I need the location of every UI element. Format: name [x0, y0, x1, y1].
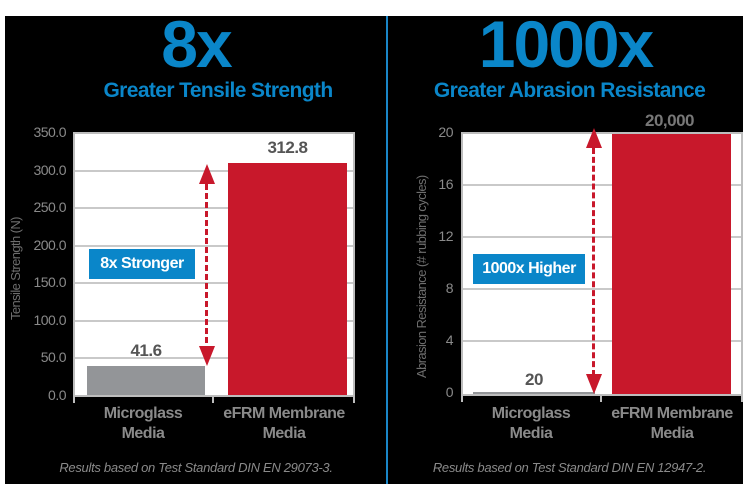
gridline	[75, 245, 353, 247]
x-tick	[212, 395, 214, 403]
category-line: eFRM Membrane	[223, 405, 345, 422]
y-tick: 20	[438, 124, 453, 140]
y-tick: 12	[438, 228, 453, 244]
category-label-efrm: eFRM Membrane Media	[213, 404, 355, 444]
bar-efrm	[612, 134, 731, 394]
bar-efrm	[228, 163, 347, 397]
category-label-microglass: Microglass Media	[461, 404, 601, 444]
y-tick: 50.0	[40, 349, 67, 365]
arrow-down-icon	[199, 346, 215, 366]
gridline	[75, 207, 353, 209]
category-line: Media	[262, 425, 306, 442]
category-line: Media	[650, 425, 694, 442]
y-tick: 16	[438, 176, 453, 192]
abrasion-footnote: Results based on Test Standard DIN EN 12…	[432, 460, 707, 475]
bar-value-efrm: 20,000	[645, 111, 695, 130]
bar-value-efrm: 312.8	[267, 138, 308, 157]
arrow-down-icon	[586, 374, 602, 394]
x-tick	[73, 395, 75, 403]
dashed-arrow-line	[592, 148, 595, 376]
dashed-arrow-line	[205, 184, 208, 352]
category-line: Media	[121, 425, 165, 442]
y-tick: 0.0	[48, 387, 66, 403]
arrow-up-icon	[199, 164, 215, 184]
abrasion-subtitle: Greater Abrasion Resistance	[433, 79, 706, 102]
tensile-plot-area: 41.6 312.8 8x Stronger	[73, 132, 355, 397]
gridline	[75, 282, 353, 284]
x-axis	[461, 394, 743, 396]
y-tick: 4	[445, 332, 454, 348]
gridline	[75, 320, 353, 322]
tensile-subtitle: Greater Tensile Strength	[103, 79, 333, 102]
y-tick: 350.0	[33, 124, 66, 140]
x-tick	[600, 394, 602, 402]
category-line: Media	[509, 425, 553, 442]
gridline	[463, 288, 741, 290]
category-line: Microglass	[103, 405, 183, 422]
bar-microglass	[87, 366, 205, 397]
gridline	[463, 340, 741, 342]
abrasion-plot-area: 20 1000x Higher	[461, 128, 743, 396]
category-label-efrm: eFRM Membrane Media	[601, 404, 743, 444]
bar-value-microglass: 41.6	[130, 341, 162, 360]
y-tick: 150.0	[33, 274, 66, 290]
tensile-footnote: Results based on Test Standard DIN EN 29…	[59, 460, 333, 475]
category-line: eFRM Membrane	[611, 405, 733, 422]
callout-8x-stronger: 8x Stronger	[89, 249, 195, 279]
abrasion-headline: 1000x	[478, 7, 655, 81]
y-tick: 0	[445, 384, 454, 400]
x-tick	[461, 394, 463, 402]
y-tick: 250.0	[33, 199, 66, 215]
y-tick: 200.0	[33, 237, 66, 253]
x-tick	[741, 394, 743, 402]
gridline	[463, 236, 741, 238]
x-axis	[73, 395, 355, 397]
x-tick	[353, 395, 355, 403]
tensile-headline: 8x	[161, 7, 232, 81]
callout-1000x-higher: 1000x Higher	[473, 254, 585, 284]
y-tick: 8	[445, 280, 454, 296]
bar-value-microglass: 20	[525, 370, 543, 389]
y-tick: 100.0	[33, 312, 66, 328]
arrow-up-icon	[586, 128, 602, 148]
gridline	[463, 184, 741, 186]
category-label-microglass: Microglass Media	[73, 404, 213, 444]
y-tick: 300.0	[33, 162, 66, 178]
category-line: Microglass	[491, 405, 571, 422]
tensile-y-axis-label: Tensile Strength (N)	[8, 217, 23, 320]
bar-microglass	[473, 392, 595, 394]
panel-divider	[386, 16, 388, 484]
